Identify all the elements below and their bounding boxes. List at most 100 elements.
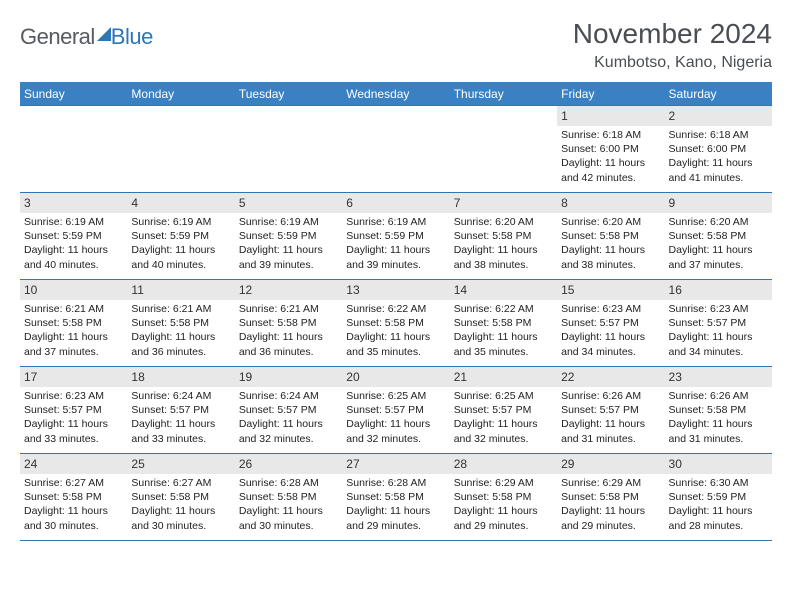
day-number-strip: 17 xyxy=(20,367,127,387)
day-number: 28 xyxy=(454,457,467,471)
sunset-text: Sunset: 5:57 PM xyxy=(561,316,660,330)
day-cell: 19Sunrise: 6:24 AMSunset: 5:57 PMDayligh… xyxy=(235,367,342,453)
day-cell: 7Sunrise: 6:20 AMSunset: 5:58 PMDaylight… xyxy=(450,193,557,279)
sunset-text: Sunset: 5:59 PM xyxy=(669,490,768,504)
day-number-strip xyxy=(235,106,342,108)
sunrise-text: Sunrise: 6:21 AM xyxy=(24,302,123,316)
daylight2-text: and 40 minutes. xyxy=(24,258,123,272)
day-header-wednesday: Wednesday xyxy=(342,82,449,105)
day-cell: 18Sunrise: 6:24 AMSunset: 5:57 PMDayligh… xyxy=(127,367,234,453)
week-row: 10Sunrise: 6:21 AMSunset: 5:58 PMDayligh… xyxy=(20,279,772,366)
day-number-strip: 11 xyxy=(127,280,234,300)
day-cell: 20Sunrise: 6:25 AMSunset: 5:57 PMDayligh… xyxy=(342,367,449,453)
sunset-text: Sunset: 5:58 PM xyxy=(24,316,123,330)
sunset-text: Sunset: 5:58 PM xyxy=(346,490,445,504)
day-number: 8 xyxy=(561,196,568,210)
sunrise-text: Sunrise: 6:24 AM xyxy=(131,389,230,403)
brand-logo: General Blue xyxy=(20,24,153,50)
day-cell: 3Sunrise: 6:19 AMSunset: 5:59 PMDaylight… xyxy=(20,193,127,279)
sunrise-text: Sunrise: 6:18 AM xyxy=(561,128,660,142)
day-header-sunday: Sunday xyxy=(20,82,127,105)
daylight2-text: and 37 minutes. xyxy=(669,258,768,272)
daylight2-text: and 36 minutes. xyxy=(131,345,230,359)
day-cell: 22Sunrise: 6:26 AMSunset: 5:57 PMDayligh… xyxy=(557,367,664,453)
daylight1-text: Daylight: 11 hours xyxy=(669,330,768,344)
sunset-text: Sunset: 6:00 PM xyxy=(561,142,660,156)
sunrise-text: Sunrise: 6:21 AM xyxy=(131,302,230,316)
week-row: 3Sunrise: 6:19 AMSunset: 5:59 PMDaylight… xyxy=(20,192,772,279)
day-cell: 23Sunrise: 6:26 AMSunset: 5:58 PMDayligh… xyxy=(665,367,772,453)
daylight1-text: Daylight: 11 hours xyxy=(669,417,768,431)
daylight1-text: Daylight: 11 hours xyxy=(669,156,768,170)
sunrise-text: Sunrise: 6:24 AM xyxy=(239,389,338,403)
day-number: 9 xyxy=(669,196,676,210)
day-cell: 10Sunrise: 6:21 AMSunset: 5:58 PMDayligh… xyxy=(20,280,127,366)
day-header-friday: Friday xyxy=(557,82,664,105)
sunrise-text: Sunrise: 6:22 AM xyxy=(346,302,445,316)
day-number-strip: 6 xyxy=(342,193,449,213)
sunset-text: Sunset: 5:58 PM xyxy=(669,403,768,417)
day-cell: 12Sunrise: 6:21 AMSunset: 5:58 PMDayligh… xyxy=(235,280,342,366)
calendar-grid: Sunday Monday Tuesday Wednesday Thursday… xyxy=(20,82,772,541)
sunset-text: Sunset: 5:57 PM xyxy=(454,403,553,417)
daylight1-text: Daylight: 11 hours xyxy=(131,504,230,518)
day-number-strip: 18 xyxy=(127,367,234,387)
day-cell: 25Sunrise: 6:27 AMSunset: 5:58 PMDayligh… xyxy=(127,454,234,540)
day-number-strip: 13 xyxy=(342,280,449,300)
daylight2-text: and 31 minutes. xyxy=(669,432,768,446)
day-number-strip: 24 xyxy=(20,454,127,474)
sunrise-text: Sunrise: 6:29 AM xyxy=(454,476,553,490)
day-cell: 28Sunrise: 6:29 AMSunset: 5:58 PMDayligh… xyxy=(450,454,557,540)
day-number-strip xyxy=(20,106,127,108)
sunset-text: Sunset: 5:58 PM xyxy=(454,316,553,330)
sunset-text: Sunset: 5:58 PM xyxy=(131,490,230,504)
daylight2-text: and 33 minutes. xyxy=(24,432,123,446)
day-cell: 4Sunrise: 6:19 AMSunset: 5:59 PMDaylight… xyxy=(127,193,234,279)
sunset-text: Sunset: 5:57 PM xyxy=(669,316,768,330)
day-number-strip: 7 xyxy=(450,193,557,213)
daylight2-text: and 38 minutes. xyxy=(561,258,660,272)
sunrise-text: Sunrise: 6:29 AM xyxy=(561,476,660,490)
daylight1-text: Daylight: 11 hours xyxy=(239,330,338,344)
day-number-strip xyxy=(127,106,234,108)
day-number-strip: 27 xyxy=(342,454,449,474)
daylight2-text: and 30 minutes. xyxy=(239,519,338,533)
daylight2-text: and 39 minutes. xyxy=(346,258,445,272)
day-number-strip: 22 xyxy=(557,367,664,387)
daylight2-text: and 42 minutes. xyxy=(561,171,660,185)
day-number-strip: 16 xyxy=(665,280,772,300)
day-number: 10 xyxy=(24,283,37,297)
day-number-strip: 19 xyxy=(235,367,342,387)
day-number: 12 xyxy=(239,283,252,297)
day-cell: 27Sunrise: 6:28 AMSunset: 5:58 PMDayligh… xyxy=(342,454,449,540)
daylight1-text: Daylight: 11 hours xyxy=(561,330,660,344)
sunset-text: Sunset: 5:58 PM xyxy=(346,316,445,330)
sunrise-text: Sunrise: 6:19 AM xyxy=(24,215,123,229)
daylight2-text: and 30 minutes. xyxy=(131,519,230,533)
daylight2-text: and 39 minutes. xyxy=(239,258,338,272)
brand-part2: Blue xyxy=(111,24,153,50)
sunrise-text: Sunrise: 6:21 AM xyxy=(239,302,338,316)
day-number: 26 xyxy=(239,457,252,471)
daylight2-text: and 36 minutes. xyxy=(239,345,338,359)
daylight1-text: Daylight: 11 hours xyxy=(239,243,338,257)
daylight1-text: Daylight: 11 hours xyxy=(561,417,660,431)
day-number-strip: 15 xyxy=(557,280,664,300)
daylight1-text: Daylight: 11 hours xyxy=(454,330,553,344)
day-cell xyxy=(20,106,127,192)
day-number: 5 xyxy=(239,196,246,210)
day-number: 19 xyxy=(239,370,252,384)
sunset-text: Sunset: 5:59 PM xyxy=(24,229,123,243)
day-header-thursday: Thursday xyxy=(450,82,557,105)
daylight2-text: and 35 minutes. xyxy=(454,345,553,359)
daylight1-text: Daylight: 11 hours xyxy=(131,330,230,344)
day-number: 1 xyxy=(561,109,568,123)
weeks-container: 1Sunrise: 6:18 AMSunset: 6:00 PMDaylight… xyxy=(20,105,772,541)
sunset-text: Sunset: 5:59 PM xyxy=(346,229,445,243)
day-number: 17 xyxy=(24,370,37,384)
daylight2-text: and 32 minutes. xyxy=(454,432,553,446)
week-row: 24Sunrise: 6:27 AMSunset: 5:58 PMDayligh… xyxy=(20,453,772,541)
day-cell: 29Sunrise: 6:29 AMSunset: 5:58 PMDayligh… xyxy=(557,454,664,540)
daylight2-text: and 28 minutes. xyxy=(669,519,768,533)
sunrise-text: Sunrise: 6:18 AM xyxy=(669,128,768,142)
